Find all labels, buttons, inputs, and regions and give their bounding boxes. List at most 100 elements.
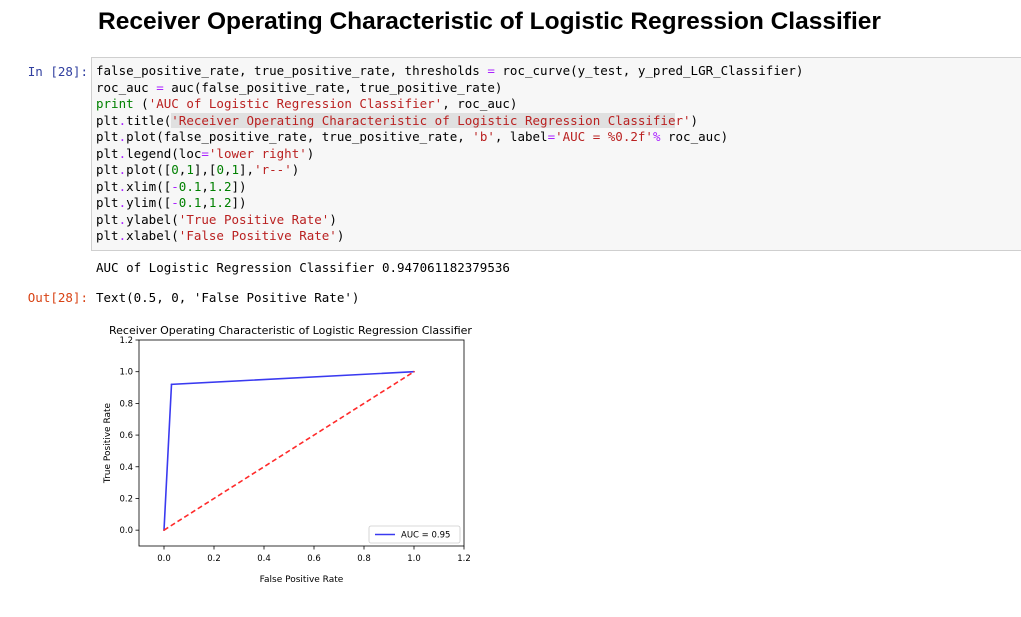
code-token: plt <box>96 211 119 227</box>
y-tick-label: 0.4 <box>119 463 133 473</box>
code-token: . <box>118 145 127 161</box>
code-token: plt <box>96 112 119 128</box>
code-token: . <box>118 162 127 177</box>
code-token: ) <box>306 145 315 161</box>
code-token: auc(false_positive_rate, true_positive_r… <box>163 79 503 95</box>
code-token: . <box>118 112 127 128</box>
code-token: . <box>118 228 127 243</box>
code-token: 1 <box>231 162 240 177</box>
code-line: plt.legend(loc='lower right') <box>96 146 803 163</box>
x-tick-label: 0.6 <box>307 554 321 564</box>
code-line: plt.xlabel('False Positive Rate') <box>96 228 803 245</box>
code-token: xlim([ <box>126 178 172 194</box>
y-tick-label: 0.8 <box>119 399 133 409</box>
code-token: plot(false_positive_rate, true_positive_… <box>126 129 473 144</box>
y-axis-label: True Positive Rate <box>103 402 113 484</box>
x-tick-label: 0.4 <box>257 554 271 564</box>
code-token: ) <box>291 162 300 177</box>
code-token: plt <box>96 195 119 210</box>
code-token: plt <box>96 178 119 194</box>
code-token: , label <box>494 129 548 144</box>
x-tick-label: 0.8 <box>357 554 371 564</box>
code-token: 'AUC of Logistic Regression Classifier' <box>148 96 443 111</box>
series-1-point <box>163 529 165 531</box>
code-line: plt.xlim([-0.1,1.2]) <box>96 179 803 196</box>
code-token: ( <box>133 96 149 111</box>
code-token: ]) <box>231 178 247 194</box>
code-token: 0 <box>216 162 224 177</box>
code-token: 1.2 <box>208 178 232 194</box>
code-token: legend(loc <box>126 145 202 161</box>
code-token: ], <box>239 162 255 177</box>
code-token: . <box>118 211 127 227</box>
code-line: plt.ylabel('True Positive Rate') <box>96 212 803 229</box>
code-token: print <box>96 96 134 111</box>
code-token: ) <box>329 211 337 227</box>
code-token: % <box>652 129 661 144</box>
x-tick-label: 1.0 <box>407 554 421 564</box>
code-token: . <box>118 129 127 144</box>
code-token: 0 <box>171 162 179 177</box>
code-token: , <box>178 162 187 177</box>
y-tick-label: 0.2 <box>119 494 133 504</box>
output-result: Text(0.5, 0, 'False Positive Rate') <box>96 290 360 305</box>
code-line: roc_auc = auc(false_positive_rate, true_… <box>96 80 803 97</box>
code-token: 0.1 <box>178 178 202 194</box>
code-token: 'True Positive Rate' <box>178 211 330 227</box>
code-token: ) <box>336 228 345 243</box>
code-token: , <box>201 195 209 210</box>
code-token: ylabel( <box>126 211 179 227</box>
code-token: 1.2 <box>208 195 232 210</box>
legend-label: AUC = 0.95 <box>401 531 450 541</box>
roc-chart: 0.0 0.2 0.4 0.6 0.8 1.0 1.2 0.0 0.2 0.4 0.6 0.8 1.0 1… <box>103 324 472 585</box>
input-prompt: In [28]: <box>27 64 88 79</box>
code-token: 'lower right' <box>208 145 307 161</box>
code-token: , <box>201 178 209 194</box>
code-token: plt <box>96 145 119 161</box>
code-line: plt.title('Receiver Operating Characteri… <box>96 112 803 130</box>
code-token: ) <box>690 112 699 128</box>
code-token: plt <box>96 129 119 144</box>
code-token: 'b' <box>472 129 495 144</box>
x-axis-label: False Positive Rate <box>260 575 344 585</box>
code-token: xlabel( <box>126 228 179 243</box>
code-token: 'False Positive Rate' <box>178 228 337 243</box>
code-token: = <box>201 145 209 161</box>
code-token: ylim([ <box>126 195 172 210</box>
code-token: 1 <box>186 162 194 177</box>
x-tick-label: 0.2 <box>207 554 221 564</box>
code-line: plt.plot([0,1],[0,1],'r--') <box>96 162 803 179</box>
x-tick-label: 1.2 <box>457 554 471 564</box>
x-tick-label: 0.0 <box>157 554 171 564</box>
code-token: plt <box>96 162 119 177</box>
page-title: Receiver Operating Characteristic of Log… <box>98 8 881 35</box>
chart-title: Receiver Operating Characteristic of Log… <box>109 324 472 337</box>
code-token: 'AUC = %0.2f' <box>555 129 653 144</box>
code-token: ],[ <box>193 162 217 177</box>
code-token: , <box>223 162 232 177</box>
code-token: - <box>171 178 179 194</box>
code-token: = <box>487 63 495 78</box>
code-token: . <box>118 195 127 210</box>
series-line-1 <box>163 371 415 531</box>
output-prompt: Out[28]: <box>27 290 88 305</box>
code-token: title( <box>126 112 172 128</box>
y-tick-label: 0.6 <box>119 431 133 441</box>
code-line: plt.ylim([-0.1,1.2]) <box>96 195 803 212</box>
code-token: roc_auc <box>96 79 157 95</box>
code-token: false_positive_rate, true_positive_rate,… <box>96 63 488 78</box>
code-token: . <box>118 178 127 194</box>
y-tick-label: 0.0 <box>119 526 133 536</box>
code-token: , roc_auc) <box>442 96 518 111</box>
code-text[interactable]: false_positive_rate, true_positive_rate,… <box>96 63 803 245</box>
code-token: roc_auc) <box>660 129 729 144</box>
series-1-point <box>413 370 415 373</box>
code-token: plt <box>96 228 119 243</box>
code-token: plot([ <box>126 162 172 177</box>
code-token: 'Receiver Operating Characteristic of Lo… <box>171 112 676 128</box>
code-cell-editor[interactable]: false_positive_rate, true_positive_rate,… <box>91 57 1021 251</box>
legend-box <box>368 525 461 544</box>
code-token: ]) <box>231 195 247 210</box>
code-token: r' <box>675 112 691 128</box>
code-token: = <box>156 79 164 95</box>
